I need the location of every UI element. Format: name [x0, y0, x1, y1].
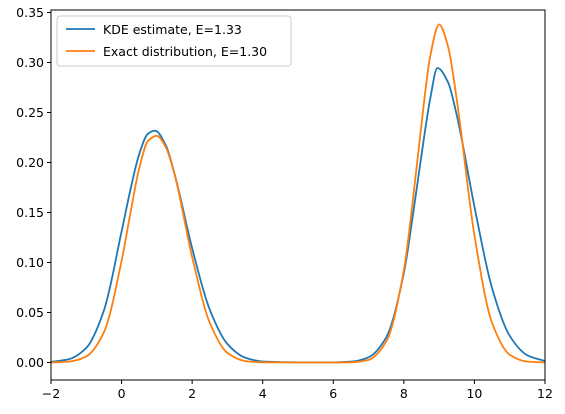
legend-label-kde: KDE estimate, E=1.33 [103, 22, 242, 37]
legend: KDE estimate, E=1.33 Exact distribution,… [56, 15, 292, 67]
x-tick-label: 12 [537, 386, 553, 401]
x-tick-label: 0 [118, 386, 126, 401]
y-axis: 0.00 0.05 0.10 0.15 0.20 0.25 0.30 0.35 [16, 5, 51, 370]
y-tick-label: 0.05 [16, 305, 44, 320]
y-tick-label: 0.30 [16, 55, 44, 70]
y-tick-label: 0.15 [16, 205, 44, 220]
series-line-1 [50, 23, 546, 364]
legend-box [56, 15, 292, 67]
x-tick-label: 4 [259, 386, 267, 401]
x-tick-label: 10 [466, 386, 482, 401]
y-tick-label: 0.10 [16, 255, 44, 270]
y-tick-label: 0.20 [16, 155, 44, 170]
y-tick-label: 0.25 [16, 105, 44, 120]
axes-frame [50, 9, 546, 381]
y-tick-label: 0.00 [16, 355, 44, 370]
x-tick-label: −2 [42, 386, 60, 401]
x-tick-label: 8 [400, 386, 408, 401]
plot-lines [50, 23, 546, 364]
legend-label-exact: Exact distribution, E=1.30 [103, 44, 267, 59]
x-axis: −2 0 2 4 6 8 10 12 [42, 380, 553, 401]
x-tick-label: 2 [188, 386, 196, 401]
y-tick-label: 0.35 [16, 5, 44, 20]
x-tick-label: 6 [329, 386, 337, 401]
